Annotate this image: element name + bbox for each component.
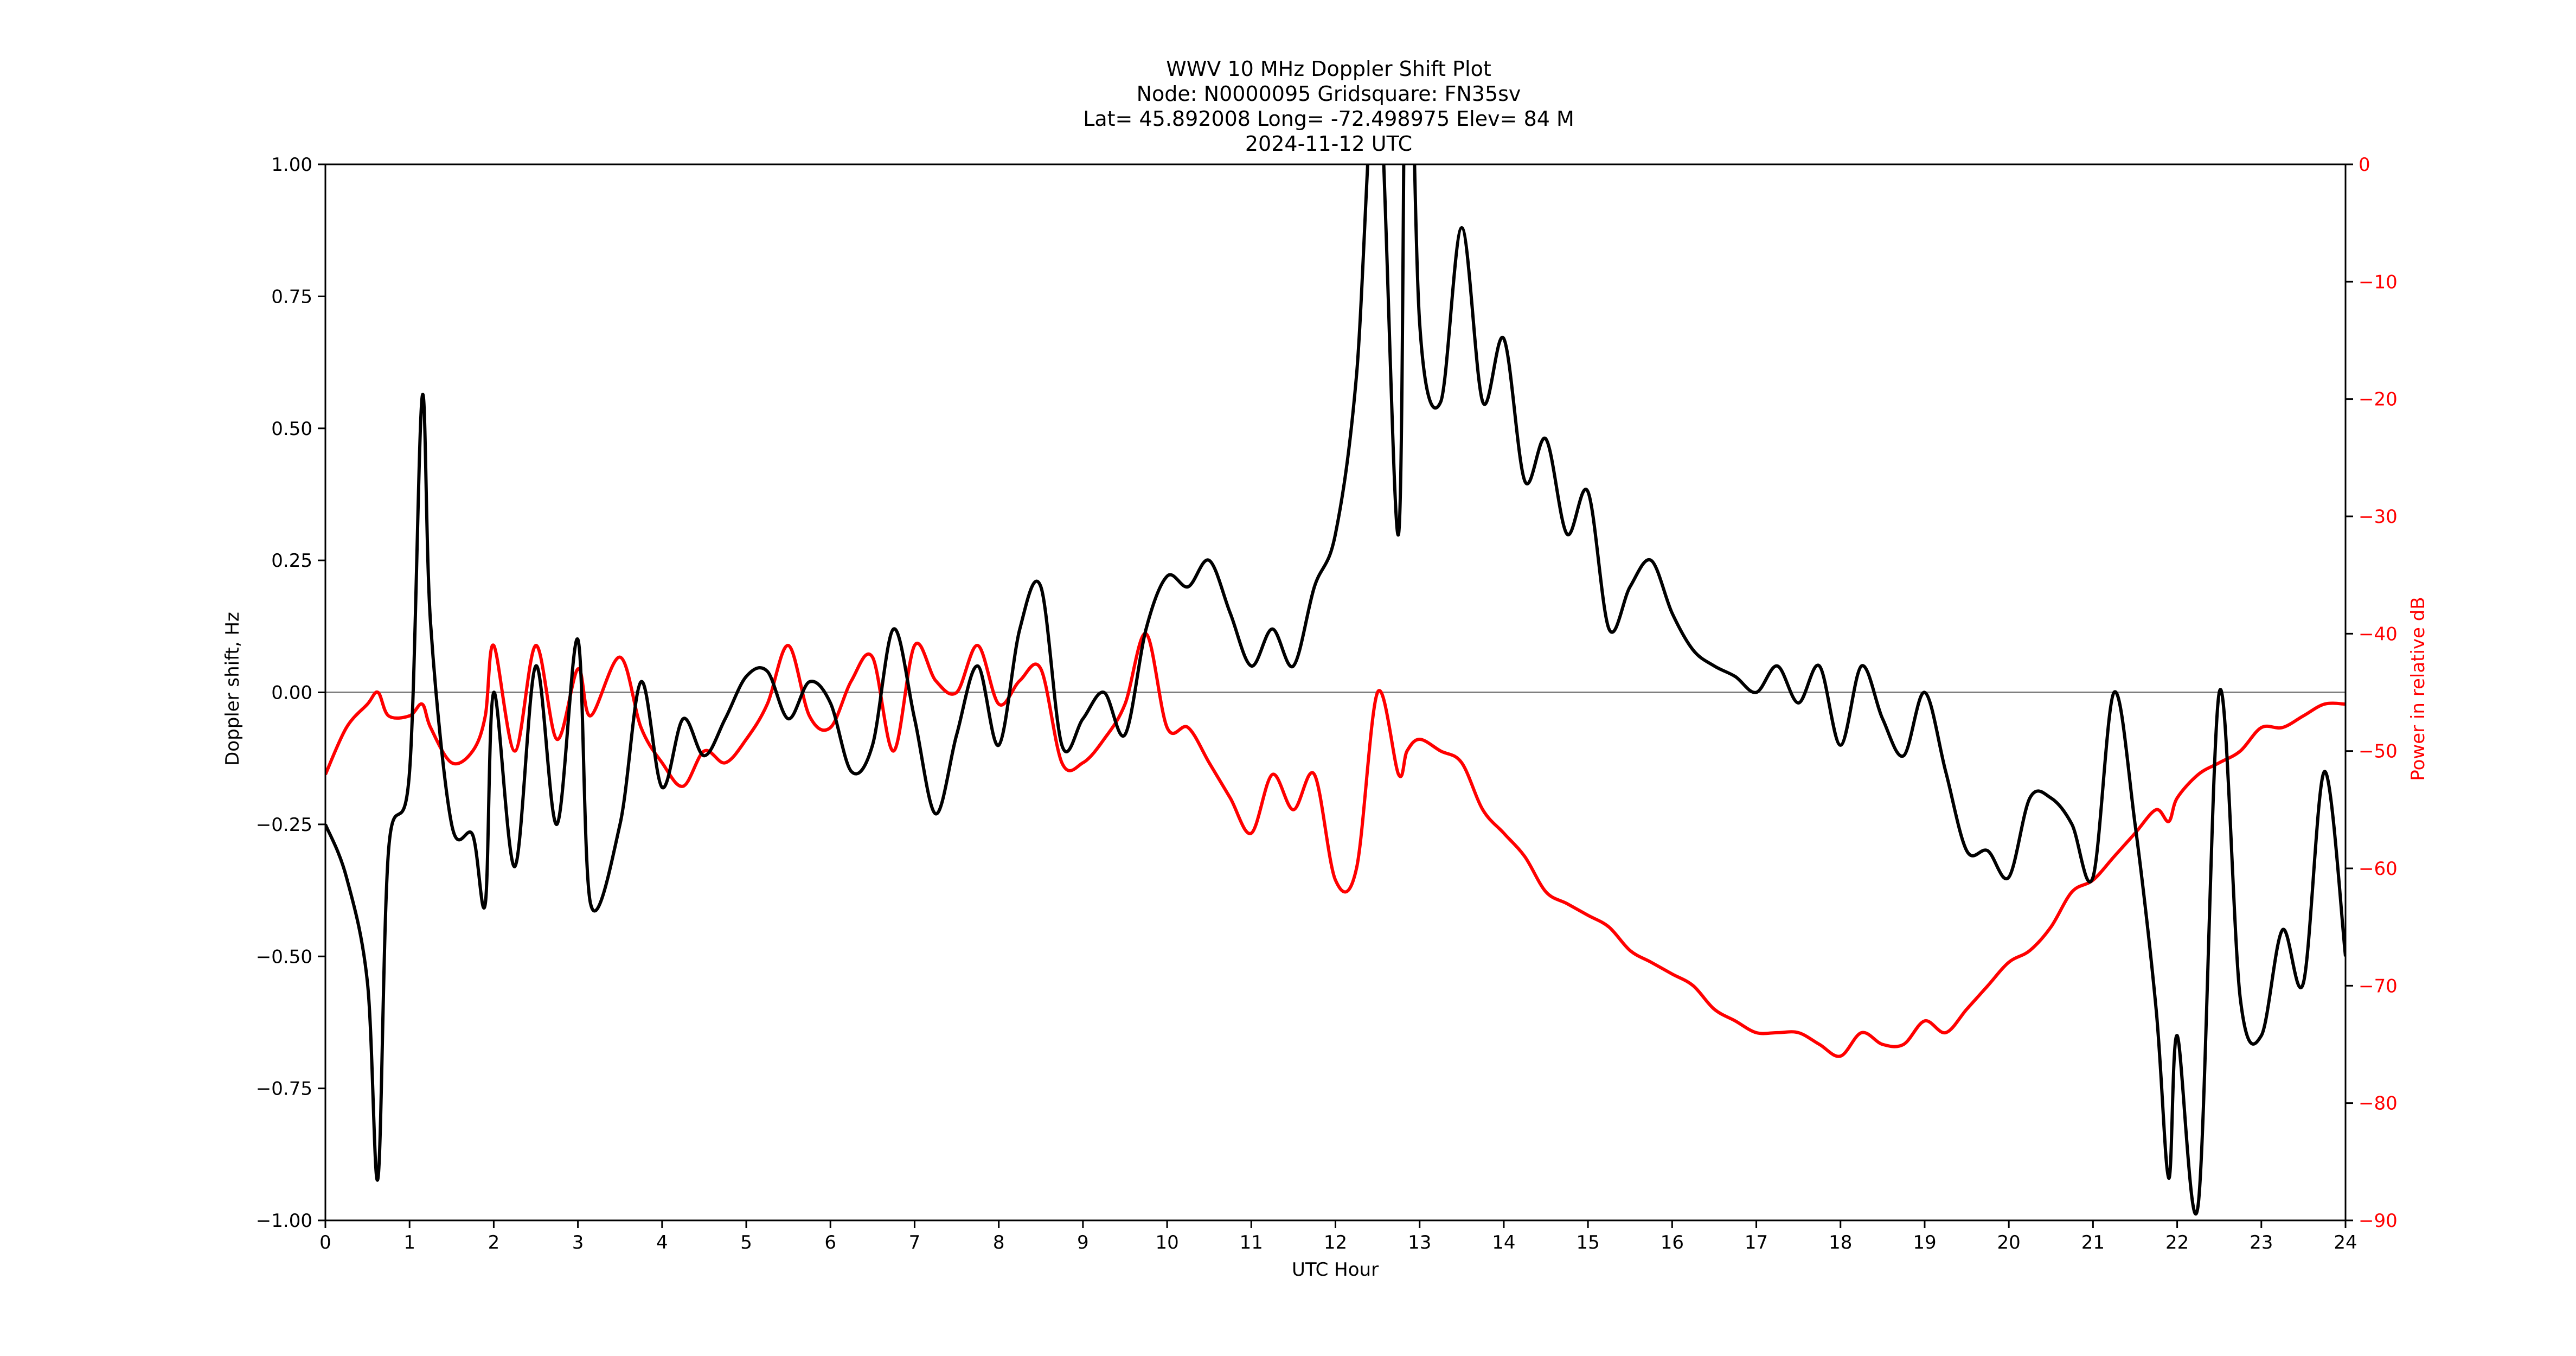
x-tick-label: 8 <box>993 1232 1005 1253</box>
y-left-tick-label: −1.00 <box>256 1210 312 1232</box>
x-tick-label: 2 <box>488 1232 500 1253</box>
y-right-tick-label: −90 <box>2359 1210 2398 1232</box>
y-right-tick-label: −20 <box>2359 389 2398 411</box>
y-left-tick-label: 1.00 <box>271 154 312 176</box>
power-db-line <box>325 632 2346 1058</box>
x-tick-label: 16 <box>1661 1232 1684 1253</box>
y-left-tick-label: −0.25 <box>256 814 312 836</box>
y-left-tick-label: 0.75 <box>271 286 312 308</box>
y-right-tick-label: −70 <box>2359 975 2398 997</box>
title-line-2: Node: N0000095 Gridsquare: FN35sv <box>1137 82 1521 106</box>
x-tick-label: 22 <box>2165 1232 2189 1253</box>
y-right-tick-label: −10 <box>2359 271 2398 293</box>
plot-area: 0 1 2 3 4 5 6 7 8 9 10 11 12 13 14 15 16 17 18 19 20 21 22 23 24… <box>256 154 2398 1253</box>
x-tick-label: 11 <box>1240 1232 1263 1253</box>
title-line-3: Lat= 45.892008 Long= -72.498975 Elev= 84… <box>1083 107 1574 131</box>
y-left-tick-label: 0.50 <box>271 418 312 440</box>
title-line-4: 2024-11-12 UTC <box>1245 132 1412 156</box>
x-axis-label: UTC Hour <box>1292 1259 1379 1281</box>
y-right-tick-label: −80 <box>2359 1093 2398 1115</box>
x-tick-label: 20 <box>1997 1232 2021 1253</box>
y-axis-right-ticks: 0 −10 −20 −30 −40 −50 −60 −70 −80 −90 <box>2346 154 2398 1232</box>
x-tick-label: 15 <box>1576 1232 1599 1253</box>
title-line-1: WWV 10 MHz Doppler Shift Plot <box>1166 57 1491 81</box>
x-tick-label: 0 <box>319 1232 331 1253</box>
y-right-tick-label: −40 <box>2359 623 2398 645</box>
y-right-tick-label: 0 <box>2359 154 2370 176</box>
x-tick-label: 1 <box>403 1232 415 1253</box>
y-left-tick-label: 0.00 <box>271 682 312 704</box>
y-right-tick-label: −60 <box>2359 858 2398 880</box>
x-tick-label: 13 <box>1408 1232 1431 1253</box>
series-lines <box>325 164 2346 1216</box>
figure-title: WWV 10 MHz Doppler Shift Plot Node: N000… <box>1083 57 1574 156</box>
y-right-tick-label: −30 <box>2359 506 2398 528</box>
x-tick-label: 14 <box>1492 1232 1515 1253</box>
y-axis-left-ticks: 1.00 0.75 0.50 0.25 0.00 −0.25 −0.50 −0.75 −1.00 <box>256 154 325 1232</box>
doppler-shift-line <box>325 164 2346 1216</box>
y-axis-right-label: Power in relative dB <box>2407 597 2429 781</box>
x-tick-label: 5 <box>740 1232 752 1253</box>
x-tick-label: 9 <box>1077 1232 1089 1253</box>
x-tick-label: 21 <box>2081 1232 2105 1253</box>
x-tick-label: 3 <box>572 1232 584 1253</box>
x-tick-label: 23 <box>2250 1232 2273 1253</box>
x-tick-label: 7 <box>909 1232 921 1253</box>
x-tick-label: 19 <box>1913 1232 1936 1253</box>
x-tick-label: 24 <box>2334 1232 2357 1253</box>
x-axis-ticks: 0 1 2 3 4 5 6 7 8 9 10 11 12 13 14 15 16 17 18 19 20 21 22 23 24 <box>319 1220 2357 1253</box>
y-right-tick-label: −50 <box>2359 741 2398 763</box>
y-left-tick-label: −0.50 <box>256 946 312 968</box>
x-tick-label: 4 <box>656 1232 668 1253</box>
x-tick-label: 6 <box>824 1232 836 1253</box>
y-left-tick-label: 0.25 <box>271 550 312 572</box>
x-tick-label: 10 <box>1155 1232 1178 1253</box>
x-tick-label: 12 <box>1324 1232 1347 1253</box>
y-left-tick-label: −0.75 <box>256 1078 312 1100</box>
y-axis-left-label: Doppler shift, Hz <box>222 612 243 766</box>
x-tick-label: 18 <box>1829 1232 1852 1253</box>
x-tick-label: 17 <box>1745 1232 1768 1253</box>
